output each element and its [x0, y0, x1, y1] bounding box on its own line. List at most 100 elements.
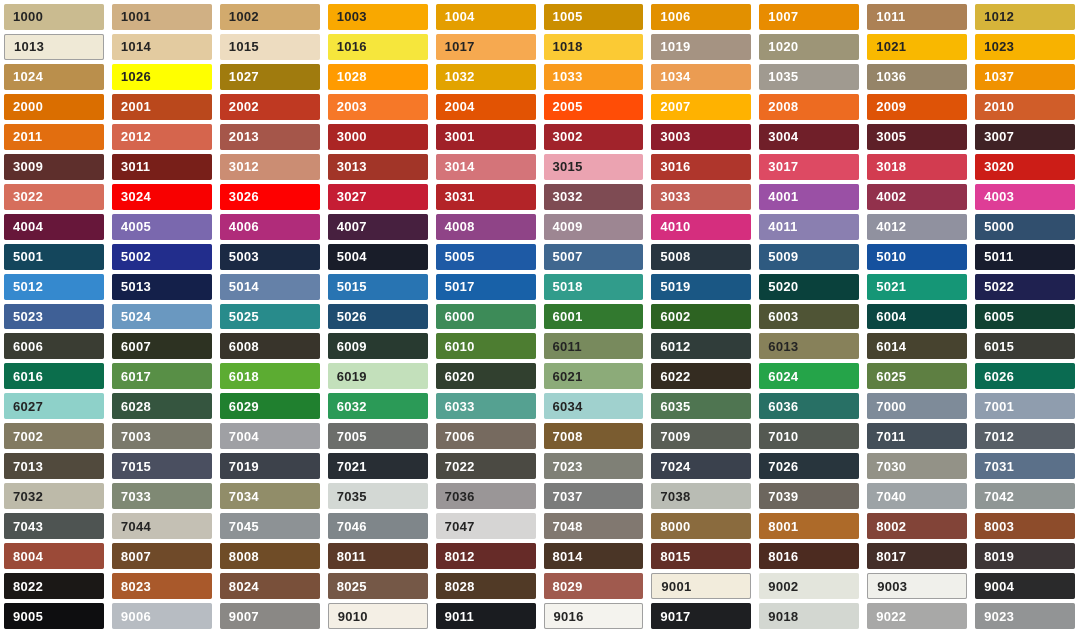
- color-swatch-ral-7011[interactable]: 7011: [867, 423, 968, 450]
- color-swatch-ral-6022[interactable]: 6022: [651, 363, 752, 390]
- color-swatch-ral-6035[interactable]: 6035: [651, 393, 752, 420]
- color-swatch-ral-6032[interactable]: 6032: [327, 393, 428, 420]
- color-swatch-ral-1033[interactable]: 1033: [543, 63, 644, 90]
- color-swatch-ral-9003[interactable]: 9003: [867, 573, 968, 600]
- color-swatch-ral-3002[interactable]: 3002: [543, 123, 644, 150]
- color-swatch-ral-1012[interactable]: 1012: [975, 4, 1075, 30]
- color-swatch-ral-3004[interactable]: 3004: [759, 123, 860, 150]
- color-swatch-ral-5003[interactable]: 5003: [219, 243, 320, 270]
- color-swatch-ral-5009[interactable]: 5009: [759, 243, 860, 270]
- color-swatch-ral-7006[interactable]: 7006: [435, 423, 536, 450]
- color-swatch-ral-7033[interactable]: 7033: [111, 483, 212, 510]
- color-swatch-ral-7044[interactable]: 7044: [111, 513, 212, 540]
- color-swatch-ral-5012[interactable]: 5012: [4, 273, 104, 300]
- color-swatch-ral-3020[interactable]: 3020: [975, 153, 1075, 180]
- color-swatch-ral-5017[interactable]: 5017: [435, 273, 536, 300]
- color-swatch-ral-4003[interactable]: 4003: [975, 183, 1075, 210]
- color-swatch-ral-7039[interactable]: 7039: [759, 483, 860, 510]
- color-swatch-ral-9016[interactable]: 9016: [543, 603, 644, 629]
- color-swatch-ral-8022[interactable]: 8022: [4, 573, 104, 600]
- color-swatch-ral-6019[interactable]: 6019: [327, 363, 428, 390]
- color-swatch-ral-2001[interactable]: 2001: [111, 93, 212, 120]
- color-swatch-ral-7037[interactable]: 7037: [543, 483, 644, 510]
- color-swatch-ral-1037[interactable]: 1037: [975, 63, 1075, 90]
- color-swatch-ral-6010[interactable]: 6010: [435, 333, 536, 360]
- color-swatch-ral-7012[interactable]: 7012: [975, 423, 1075, 450]
- color-swatch-ral-6036[interactable]: 6036: [759, 393, 860, 420]
- color-swatch-ral-6028[interactable]: 6028: [111, 393, 212, 420]
- color-swatch-ral-5010[interactable]: 5010: [867, 243, 968, 270]
- color-swatch-ral-1007[interactable]: 1007: [759, 4, 860, 30]
- color-swatch-ral-3015[interactable]: 3015: [543, 153, 644, 180]
- color-swatch-ral-4004[interactable]: 4004: [4, 213, 104, 240]
- color-swatch-ral-5007[interactable]: 5007: [543, 243, 644, 270]
- color-swatch-ral-4007[interactable]: 4007: [327, 213, 428, 240]
- color-swatch-ral-3005[interactable]: 3005: [867, 123, 968, 150]
- color-swatch-ral-4006[interactable]: 4006: [219, 213, 320, 240]
- color-swatch-ral-1006[interactable]: 1006: [651, 4, 752, 30]
- color-swatch-ral-4005[interactable]: 4005: [111, 213, 212, 240]
- color-swatch-ral-3014[interactable]: 3014: [435, 153, 536, 180]
- color-swatch-ral-6015[interactable]: 6015: [975, 333, 1075, 360]
- color-swatch-ral-5020[interactable]: 5020: [759, 273, 860, 300]
- color-swatch-ral-7031[interactable]: 7031: [975, 453, 1075, 480]
- color-swatch-ral-5015[interactable]: 5015: [327, 273, 428, 300]
- color-swatch-ral-3011[interactable]: 3011: [111, 153, 212, 180]
- color-swatch-ral-7001[interactable]: 7001: [975, 393, 1075, 420]
- color-swatch-ral-8002[interactable]: 8002: [867, 513, 968, 540]
- color-swatch-ral-3024[interactable]: 3024: [111, 183, 212, 210]
- color-swatch-ral-6007[interactable]: 6007: [111, 333, 212, 360]
- color-swatch-ral-2002[interactable]: 2002: [219, 93, 320, 120]
- color-swatch-ral-8028[interactable]: 8028: [435, 573, 536, 600]
- color-swatch-ral-5004[interactable]: 5004: [327, 243, 428, 270]
- color-swatch-ral-8012[interactable]: 8012: [435, 543, 536, 570]
- color-swatch-ral-1017[interactable]: 1017: [435, 33, 536, 60]
- color-swatch-ral-3001[interactable]: 3001: [435, 123, 536, 150]
- color-swatch-ral-8007[interactable]: 8007: [111, 543, 212, 570]
- color-swatch-ral-7021[interactable]: 7021: [327, 453, 428, 480]
- color-swatch-ral-4002[interactable]: 4002: [867, 183, 968, 210]
- color-swatch-ral-1023[interactable]: 1023: [975, 33, 1075, 60]
- color-swatch-ral-8003[interactable]: 8003: [975, 513, 1075, 540]
- color-swatch-ral-3009[interactable]: 3009: [4, 153, 104, 180]
- color-swatch-ral-1035[interactable]: 1035: [759, 63, 860, 90]
- color-swatch-ral-5000[interactable]: 5000: [975, 213, 1075, 240]
- color-swatch-ral-8011[interactable]: 8011: [327, 543, 428, 570]
- color-swatch-ral-5018[interactable]: 5018: [543, 273, 644, 300]
- color-swatch-ral-6004[interactable]: 6004: [867, 303, 968, 330]
- color-swatch-ral-7008[interactable]: 7008: [543, 423, 644, 450]
- color-swatch-ral-9018[interactable]: 9018: [759, 603, 860, 629]
- color-swatch-ral-1002[interactable]: 1002: [219, 4, 320, 30]
- color-swatch-ral-4012[interactable]: 4012: [867, 213, 968, 240]
- color-swatch-ral-8019[interactable]: 8019: [975, 543, 1075, 570]
- color-swatch-ral-7047[interactable]: 7047: [435, 513, 536, 540]
- color-swatch-ral-9007[interactable]: 9007: [219, 603, 320, 629]
- color-swatch-ral-6033[interactable]: 6033: [435, 393, 536, 420]
- color-swatch-ral-7035[interactable]: 7035: [327, 483, 428, 510]
- color-swatch-ral-8029[interactable]: 8029: [543, 573, 644, 600]
- color-swatch-ral-9005[interactable]: 9005: [4, 603, 104, 629]
- color-swatch-ral-3031[interactable]: 3031: [435, 183, 536, 210]
- color-swatch-ral-1015[interactable]: 1015: [219, 33, 320, 60]
- color-swatch-ral-2009[interactable]: 2009: [867, 93, 968, 120]
- color-swatch-ral-5026[interactable]: 5026: [327, 303, 428, 330]
- color-swatch-ral-5021[interactable]: 5021: [867, 273, 968, 300]
- color-swatch-ral-8008[interactable]: 8008: [219, 543, 320, 570]
- color-swatch-ral-5023[interactable]: 5023: [4, 303, 104, 330]
- color-swatch-ral-1001[interactable]: 1001: [111, 4, 212, 30]
- color-swatch-ral-8023[interactable]: 8023: [111, 573, 212, 600]
- color-swatch-ral-6000[interactable]: 6000: [435, 303, 536, 330]
- color-swatch-ral-1018[interactable]: 1018: [543, 33, 644, 60]
- color-swatch-ral-4011[interactable]: 4011: [759, 213, 860, 240]
- color-swatch-ral-6018[interactable]: 6018: [219, 363, 320, 390]
- color-swatch-ral-7009[interactable]: 7009: [651, 423, 752, 450]
- color-swatch-ral-7042[interactable]: 7042: [975, 483, 1075, 510]
- color-swatch-ral-6011[interactable]: 6011: [543, 333, 644, 360]
- color-swatch-ral-6017[interactable]: 6017: [111, 363, 212, 390]
- color-swatch-ral-5005[interactable]: 5005: [435, 243, 536, 270]
- color-swatch-ral-1034[interactable]: 1034: [651, 63, 752, 90]
- color-swatch-ral-3018[interactable]: 3018: [867, 153, 968, 180]
- color-swatch-ral-7038[interactable]: 7038: [651, 483, 752, 510]
- color-swatch-ral-1026[interactable]: 1026: [111, 63, 212, 90]
- color-swatch-ral-2011[interactable]: 2011: [4, 123, 104, 150]
